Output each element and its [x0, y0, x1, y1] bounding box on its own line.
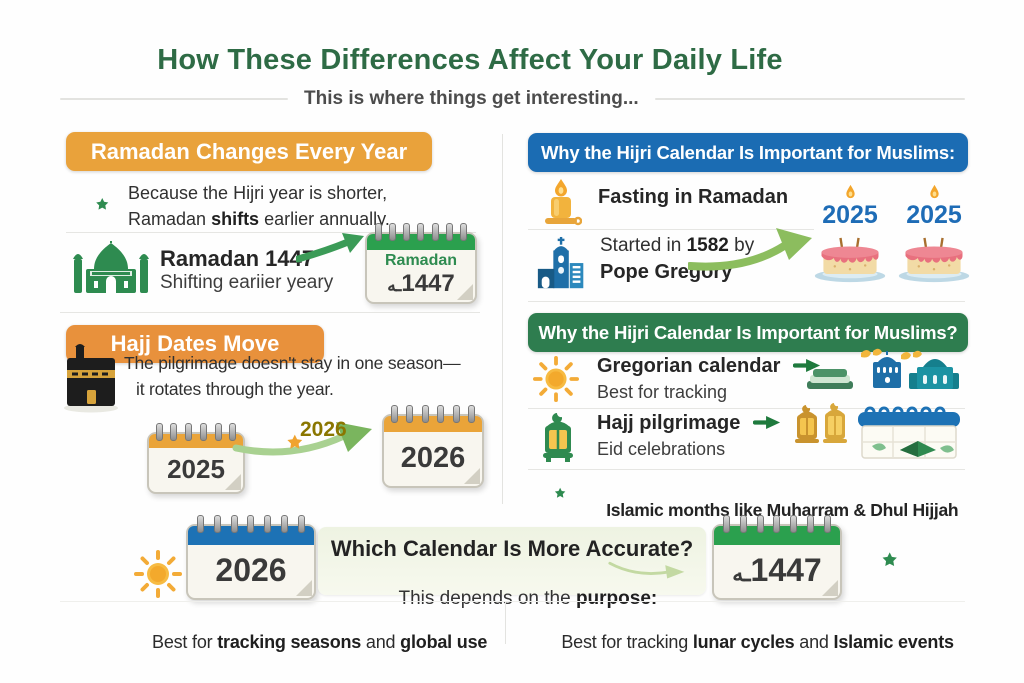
calendar-year-label: 2026 [400, 441, 466, 474]
lanterns-calendar-illustration [788, 402, 966, 471]
gregorian-caption: Best for tracking seasons and global use [152, 632, 488, 652]
accuracy-panel: Which Calendar Is More Accurate? This de… [318, 527, 706, 609]
cake-graphic [814, 237, 886, 283]
divider [528, 408, 965, 409]
flame-icon [928, 184, 941, 204]
reason-line-2: Ramadan shifts earlier annually. [128, 209, 390, 229]
flip-calendar-2026: 2026 [382, 405, 484, 488]
crescent-star-icon [72, 180, 116, 231]
calendar-year-label: ـه 1447 [387, 270, 455, 297]
light-curved-arrow-icon [606, 558, 692, 585]
divider [528, 301, 965, 302]
cake-graphic [898, 237, 970, 283]
calendar-month-label: Ramadan [384, 252, 458, 269]
page-fold [225, 474, 241, 490]
flip-calendar-gregorian-2026: 2026 [186, 515, 316, 600]
crescent-star-icon [257, 412, 311, 473]
ramadan-1447-subtitle: Shifting eariier yeary [160, 272, 334, 293]
hajj-banner: Hajj Dates Move [66, 325, 324, 363]
page-subtitle: This is where things get interesting... [304, 88, 639, 109]
ramadan-1447-title: Ramadan 1447 [160, 246, 315, 271]
right-arrow-icon [752, 415, 781, 435]
calendar-rings [374, 223, 468, 241]
gregory-line-1: Started in 1582 by [600, 235, 755, 256]
page-fold [822, 580, 838, 596]
page-fold [296, 580, 312, 596]
hajj-row-title-line: Hajj pilgrimage [597, 412, 781, 435]
hajj-line-2: it rotates through the year. [136, 379, 334, 399]
page-fold [464, 468, 480, 484]
divider [528, 229, 814, 230]
birthday-cakes: 2025 2025 [812, 184, 972, 284]
page-title: How These Differences Affect Your Daily … [157, 44, 783, 76]
reason-line-1: Because the Hijri year is shorter, [128, 183, 388, 203]
caption-divider [505, 602, 506, 644]
divider [528, 469, 965, 470]
cake-year-label: 2025 [822, 201, 878, 229]
calendar-rings [196, 515, 306, 533]
green-banner-label: Why the Hijri Calendar Is Important for … [538, 321, 958, 343]
sun-icon [533, 356, 579, 407]
accuracy-panel-subtitle: This depends on the purpose: [398, 588, 658, 609]
divider [60, 312, 480, 313]
gregorian-row-subtitle: Best for tracking [597, 382, 728, 402]
divider-line [654, 98, 965, 100]
calendar-rings [390, 405, 476, 423]
calendar-rings [155, 423, 237, 441]
birthday-cake-icon: 2025 [896, 184, 972, 284]
hijri-importance-green-banner: Why the Hijri Calendar Is Important for … [528, 313, 968, 352]
divider-line [60, 98, 288, 100]
flip-calendar-2025: 2025 [147, 423, 245, 494]
hajj-banner-label: Hajj Dates Move [110, 331, 280, 356]
arrow-year-label: 2026 [300, 418, 347, 441]
books-mosques-illustration [805, 347, 963, 410]
ramadan-banner: Ramadan Changes Every Year [66, 132, 432, 171]
calendar-rings [722, 515, 832, 533]
mosque-icon [70, 239, 152, 302]
hijri-caption: Best for tracking lunar cycles and Islam… [561, 632, 954, 652]
right-arrow-icon [792, 358, 821, 378]
page-fold [457, 284, 473, 300]
page-subtitle-row: This is where things get interesting... [60, 88, 965, 110]
curved-green-arrow-icon [686, 226, 820, 277]
hajj-row-subtitle: Eid celebrations [597, 439, 726, 459]
calendar-year-label: ـه 1447 [732, 552, 822, 588]
hajj-row-text: Hajj pilgrimage Eid celebrations [597, 412, 781, 460]
gregorian-row-title-line: Gregorian calendar [597, 355, 821, 378]
kaaba-icon [62, 344, 120, 419]
hijri-importance-blue-banner: Why the Hijri Calendar Is Important for … [528, 133, 968, 172]
crescent-star-icon [852, 540, 904, 601]
divider [60, 601, 965, 602]
calendar-year-label: 2025 [167, 453, 225, 484]
lantern-icon [538, 413, 578, 470]
green-arrow-icon [294, 231, 366, 268]
blue-banner-label: Why the Hijri Calendar Is Important for … [541, 141, 955, 163]
crescent-star-icon [534, 472, 572, 517]
sun-icon [134, 550, 182, 603]
column-divider [502, 134, 503, 504]
ramadan-banner-label: Ramadan Changes Every Year [90, 138, 408, 164]
cake-year-label: 2025 [906, 201, 962, 229]
divider [66, 232, 476, 233]
fasting-label: Fasting in Ramadan [598, 186, 789, 208]
flip-calendar-ramadan-1447: Ramadan ـه 1447 [365, 223, 477, 304]
ramadan-reason-text: Because the Hijri year is shorter, Ramad… [128, 180, 390, 232]
birthday-cake-icon: 2025 [812, 184, 888, 284]
gregorian-row-text: Gregorian calendar Best for tracking [597, 355, 821, 403]
church-building-icon [534, 236, 592, 299]
candle-icon [540, 178, 583, 233]
hajj-line-1: The pilgrimage doesn't stay in one seaso… [124, 353, 461, 373]
calendar-year-label: 2026 [215, 552, 287, 588]
hajj-description: The pilgrimage doesn't stay in one seaso… [124, 350, 461, 402]
flame-icon [844, 184, 857, 204]
hajj-transition-arrow-icon [232, 414, 382, 471]
accuracy-panel-title: Which Calendar Is More Accurate? [330, 536, 694, 561]
flip-calendar-hijri-1447: ـه 1447 [712, 515, 842, 600]
